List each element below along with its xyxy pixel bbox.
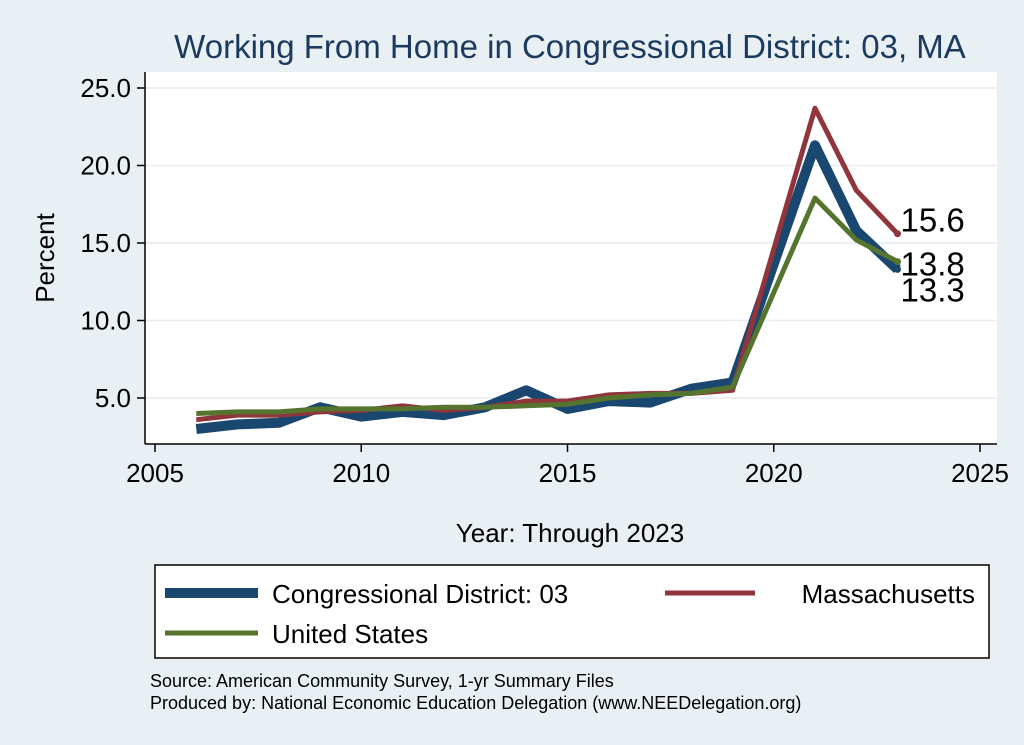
series-endpoint-2 (894, 258, 901, 266)
series-endpoint-0 (894, 265, 901, 273)
legend-box (154, 564, 990, 659)
x-axis-label: Year: Through 2023 (456, 518, 684, 548)
plot-area (145, 72, 997, 444)
end-value-label: 15.6 (901, 202, 965, 239)
end-labels: 13.3 15.6 13.8 (901, 202, 965, 309)
x-tick-label: 2005 (126, 458, 184, 488)
legend-label: Congressional District: 03 (272, 579, 568, 609)
y-tick-label: 15.0 (80, 228, 131, 258)
y-tick-label: 25.0 (80, 73, 131, 103)
x-tick-label: 2010 (332, 458, 390, 488)
grid (145, 87, 997, 399)
source-note: Source: American Community Survey, 1-yr … (150, 671, 614, 691)
produced-by-note: Produced by: National Economic Education… (150, 693, 801, 713)
y-tick-label: 5.0 (95, 383, 131, 413)
series-endpoint-1 (894, 230, 901, 238)
y-tick-label: 10.0 (80, 306, 131, 336)
series-layer (195, 105, 901, 434)
end-value-label: 13.3 (901, 271, 965, 308)
axes: 5.0 10.0 15.0 20.0 25.0 2005 2010 2015 2020 2025 (80, 72, 1009, 488)
legend-label: Massachusetts (802, 579, 975, 609)
legend: Congressional District: 03 Massachusetts U… (165, 579, 975, 649)
x-tick-label: 2015 (539, 458, 597, 488)
series-line-2 (196, 195, 899, 416)
y-axis-label: Percent (30, 212, 60, 302)
y-tick-label: 20.0 (80, 151, 131, 181)
x-tick-label: 2025 (951, 458, 1009, 488)
series-line-1 (196, 105, 900, 423)
chart-title: Working From Home in Congressional Distr… (174, 28, 966, 65)
legend-label: United States (272, 619, 428, 649)
x-tick-label: 2020 (745, 458, 803, 488)
end-value-label: 13.8 (901, 246, 965, 283)
